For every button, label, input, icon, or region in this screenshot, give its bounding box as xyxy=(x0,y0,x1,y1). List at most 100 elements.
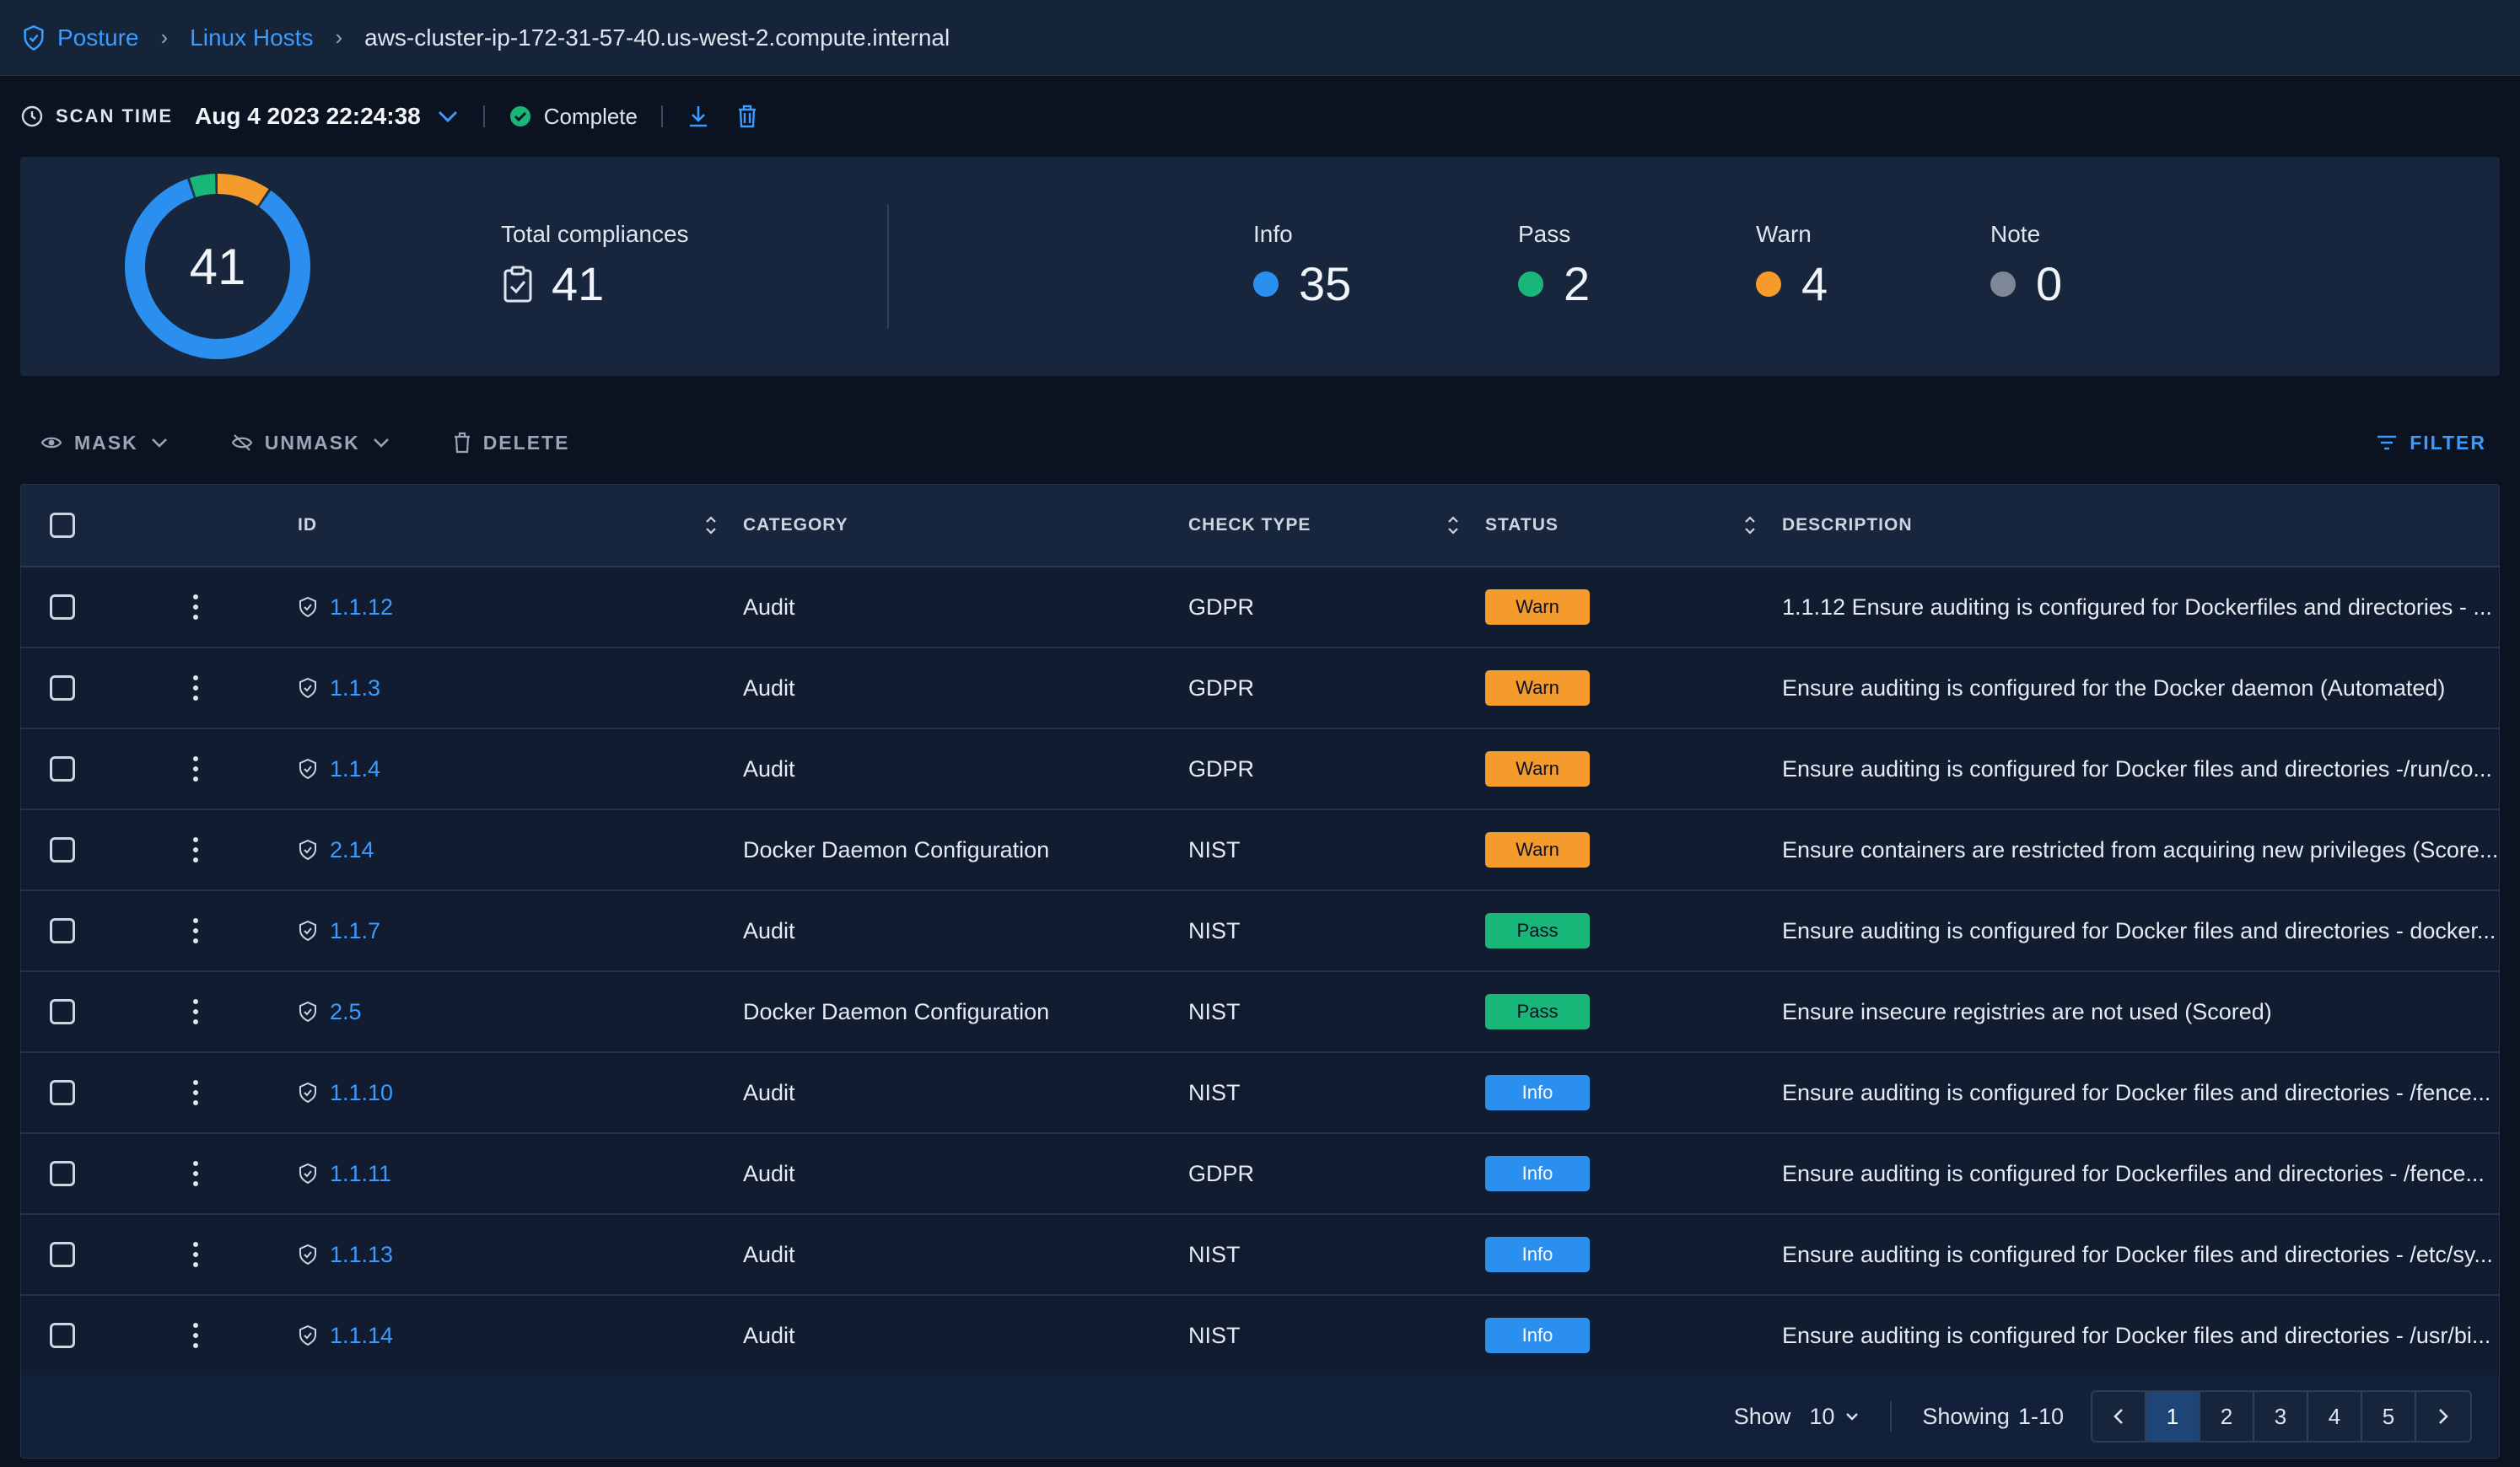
page-5-button[interactable]: 5 xyxy=(2362,1392,2416,1441)
row-checkbox[interactable] xyxy=(50,1080,75,1105)
chevron-down-icon xyxy=(1846,1413,1859,1421)
row-category: Docker Daemon Configuration xyxy=(743,998,1050,1024)
page-3-button[interactable]: 3 xyxy=(2254,1392,2308,1441)
row-id-link[interactable]: 2.5 xyxy=(298,999,362,1025)
shield-check-icon xyxy=(299,1244,316,1265)
row-actions-menu-icon[interactable] xyxy=(193,1161,198,1186)
row-id-link[interactable]: 1.1.7 xyxy=(298,918,380,944)
delete-button[interactable]: DELETE xyxy=(433,432,570,454)
row-id-link[interactable]: 1.1.4 xyxy=(298,756,380,782)
row-checkbox[interactable] xyxy=(50,675,75,701)
download-button[interactable] xyxy=(687,104,710,129)
table-row[interactable]: 1.1.10 Audit NIST Info Ensure auditing i… xyxy=(21,1053,2499,1134)
row-checkbox[interactable] xyxy=(50,1323,75,1348)
warn-dot-icon xyxy=(1756,271,1781,297)
row-description: Ensure auditing is configured for Docker… xyxy=(1782,1322,2491,1348)
table-row[interactable]: 1.1.12 Audit GDPR Warn 1.1.12 Ensure aud… xyxy=(21,567,2499,648)
page-4-button[interactable]: 4 xyxy=(2308,1392,2362,1441)
row-actions-menu-icon[interactable] xyxy=(193,1242,198,1267)
sort-icon[interactable] xyxy=(1446,514,1460,536)
stat-note[interactable]: Note 0 xyxy=(1990,221,2062,311)
page-size-select[interactable]: 10 xyxy=(1809,1404,1860,1430)
column-check-type[interactable]: CHECK TYPE xyxy=(1188,514,1485,536)
row-checkbox[interactable] xyxy=(50,1161,75,1186)
select-all-checkbox[interactable] xyxy=(50,513,75,538)
row-actions-menu-icon[interactable] xyxy=(193,675,198,701)
column-check-type-label: CHECK TYPE xyxy=(1188,515,1311,535)
row-id-link[interactable]: 1.1.13 xyxy=(298,1242,393,1268)
donut-total: 41 xyxy=(189,238,246,295)
total-compliances-label: Total compliances xyxy=(501,221,689,247)
row-id-link[interactable]: 1.1.12 xyxy=(298,594,393,621)
donut-segment-warn xyxy=(125,174,310,359)
chevron-down-icon[interactable] xyxy=(436,108,460,125)
row-checkbox[interactable] xyxy=(50,756,75,782)
table-row[interactable]: 1.1.4 Audit GDPR Warn Ensure auditing is… xyxy=(21,729,2499,810)
row-id-link[interactable]: 2.14 xyxy=(298,837,374,863)
status-badge: Info xyxy=(1485,1237,1590,1272)
status-badge: Warn xyxy=(1485,670,1590,706)
row-checkbox[interactable] xyxy=(50,918,75,943)
history-icon xyxy=(21,105,43,127)
column-status[interactable]: STATUS xyxy=(1485,514,1782,536)
stat-note-label: Note xyxy=(1990,221,2041,247)
row-id-link[interactable]: 1.1.14 xyxy=(298,1323,393,1349)
table-row[interactable]: 2.14 Docker Daemon Configuration NIST Wa… xyxy=(21,810,2499,891)
row-checkbox[interactable] xyxy=(50,1242,75,1267)
table-row[interactable]: 1.1.3 Audit GDPR Warn Ensure auditing is… xyxy=(21,648,2499,729)
pagination: 1 2 3 4 5 xyxy=(2091,1390,2472,1443)
status-badge: Info xyxy=(1485,1318,1590,1353)
delete-scan-button[interactable] xyxy=(735,104,759,129)
row-id-link[interactable]: 1.1.11 xyxy=(298,1161,391,1187)
table-row[interactable]: 1.1.14 Audit NIST Info Ensure auditing i… xyxy=(21,1296,2499,1377)
table-footer: Show 10 Showing 1-10 1 2 3 4 xyxy=(21,1375,2499,1458)
total-compliances-value: 41 xyxy=(552,257,605,310)
row-checkbox[interactable] xyxy=(50,999,75,1024)
stat-pass-value: 2 xyxy=(1564,257,1591,310)
row-id-link[interactable]: 1.1.10 xyxy=(298,1080,393,1106)
table-row[interactable]: 1.1.13 Audit NIST Info Ensure auditing i… xyxy=(21,1215,2499,1296)
column-description: DESCRIPTION xyxy=(1782,515,1913,535)
row-checkbox[interactable] xyxy=(50,837,75,862)
stat-info[interactable]: Info 35 xyxy=(1253,221,1351,311)
row-actions-menu-icon[interactable] xyxy=(193,918,198,943)
row-checkbox[interactable] xyxy=(50,594,75,620)
row-actions-menu-icon[interactable] xyxy=(193,594,198,620)
row-actions-menu-icon[interactable] xyxy=(193,837,198,862)
breadcrumb-linux-hosts-link[interactable]: Linux Hosts xyxy=(190,24,314,51)
page-2-button[interactable]: 2 xyxy=(2200,1392,2254,1441)
stat-warn[interactable]: Warn 4 xyxy=(1756,221,1828,311)
unmask-button[interactable]: UNMASK xyxy=(211,432,390,454)
stat-pass[interactable]: Pass 2 xyxy=(1518,221,1590,311)
shield-check-icon xyxy=(299,920,316,942)
status-badge: Info xyxy=(1485,1156,1590,1191)
scan-status: Complete xyxy=(509,104,638,130)
sort-icon[interactable] xyxy=(704,514,718,536)
column-id-label: ID xyxy=(298,515,317,535)
stat-pass-label: Pass xyxy=(1518,221,1571,247)
page-1-button[interactable]: 1 xyxy=(2146,1392,2200,1441)
scan-time-select[interactable]: Aug 4 2023 22:24:38 xyxy=(195,103,421,129)
filter-button[interactable]: FILTER xyxy=(2376,432,2486,454)
row-description: 1.1.12 Ensure auditing is configured for… xyxy=(1782,594,2492,620)
row-actions-menu-icon[interactable] xyxy=(193,1323,198,1348)
table-row[interactable]: 1.1.11 Audit GDPR Info Ensure auditing i… xyxy=(21,1134,2499,1215)
row-check-type: NIST xyxy=(1188,836,1241,862)
show-label: Show xyxy=(1733,1403,1791,1429)
sort-icon[interactable] xyxy=(1743,514,1757,536)
breadcrumb-posture-link[interactable]: Posture xyxy=(57,24,139,51)
table-row[interactable]: 2.5 Docker Daemon Configuration NIST Pas… xyxy=(21,972,2499,1053)
row-actions-menu-icon[interactable] xyxy=(193,999,198,1024)
chevron-right-icon: › xyxy=(335,24,343,50)
next-page-button[interactable] xyxy=(2416,1392,2470,1441)
prev-page-button[interactable] xyxy=(2092,1392,2146,1441)
table-row[interactable]: 1.1.7 Audit NIST Pass Ensure auditing is… xyxy=(21,891,2499,972)
row-check-type: NIST xyxy=(1188,998,1241,1024)
mask-button[interactable]: MASK xyxy=(20,432,169,454)
row-actions-menu-icon[interactable] xyxy=(193,756,198,782)
column-id[interactable]: ID xyxy=(298,514,743,536)
row-category: Audit xyxy=(743,1241,795,1267)
row-id-link[interactable]: 1.1.3 xyxy=(298,675,380,701)
row-id: 1.1.4 xyxy=(330,755,381,782)
row-actions-menu-icon[interactable] xyxy=(193,1080,198,1105)
